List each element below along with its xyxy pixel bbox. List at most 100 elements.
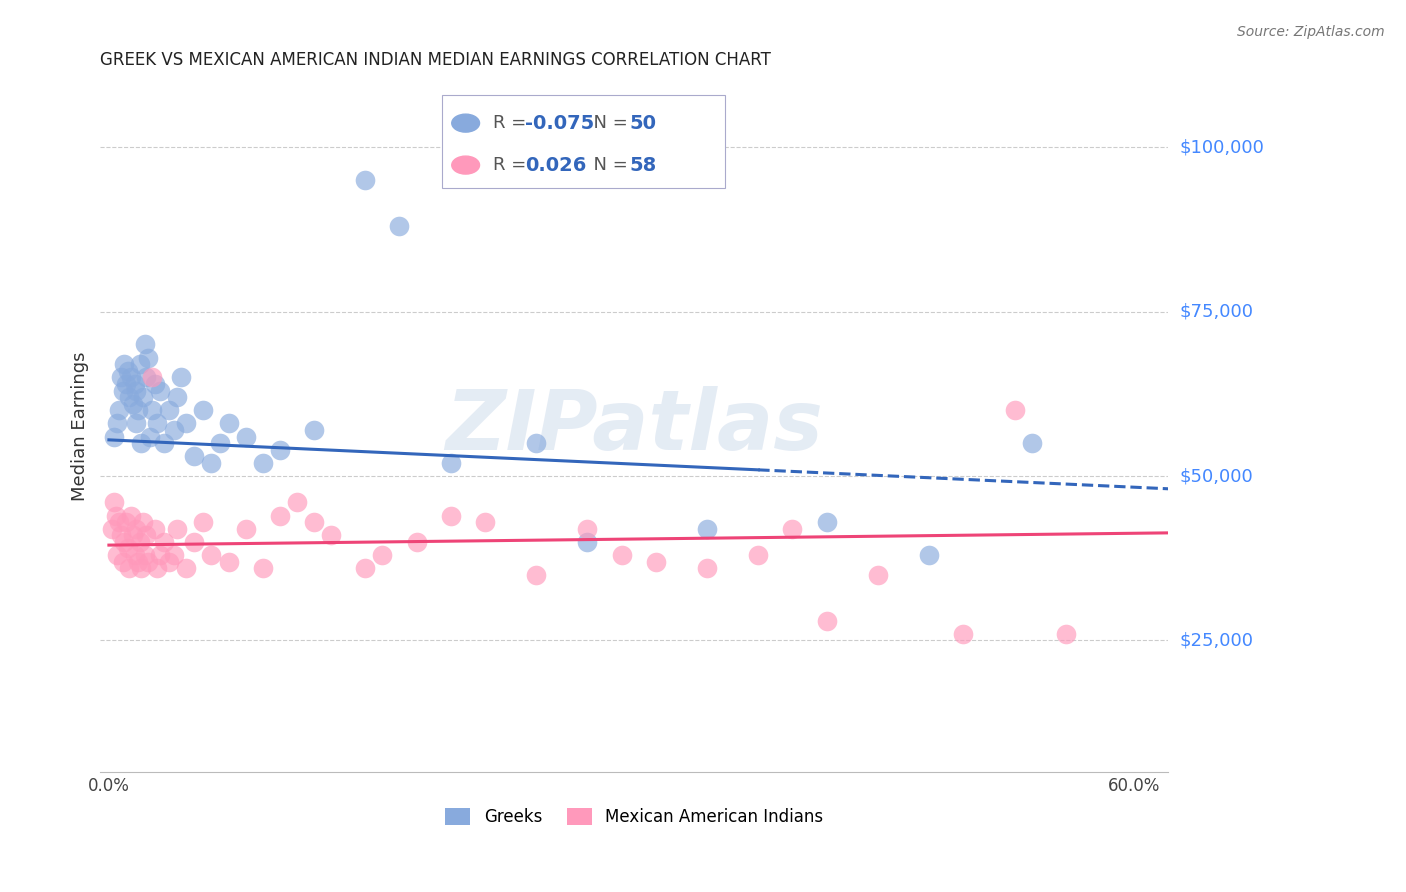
Point: [120, 370, 142, 384]
Point: [235, 429, 257, 443]
Point: [157, 555, 180, 569]
Point: [107, 548, 129, 562]
Point: [157, 403, 180, 417]
Point: [163, 548, 186, 562]
Y-axis label: Median Earnings: Median Earnings: [72, 352, 89, 501]
Point: [285, 495, 308, 509]
Legend: Greeks, Mexican American Indians: Greeks, Mexican American Indians: [439, 801, 830, 833]
Text: R =: R =: [494, 114, 533, 132]
Point: [440, 456, 463, 470]
Point: [524, 567, 547, 582]
Point: [141, 403, 163, 417]
Point: [127, 403, 149, 417]
Text: N =: N =: [582, 114, 634, 132]
Point: [112, 534, 135, 549]
Text: GREEK VS MEXICAN AMERICAN INDIAN MEDIAN EARNINGS CORRELATION CHART: GREEK VS MEXICAN AMERICAN INDIAN MEDIAN …: [100, 51, 772, 69]
Text: Source: ZipAtlas.com: Source: ZipAtlas.com: [1237, 25, 1385, 39]
Point: [371, 548, 394, 562]
Point: [112, 357, 135, 371]
Point: [405, 534, 427, 549]
Point: [319, 528, 342, 542]
Text: -0.075: -0.075: [526, 113, 595, 133]
Point: [135, 370, 157, 384]
Point: [125, 384, 148, 398]
Point: [127, 555, 149, 569]
Point: [152, 534, 174, 549]
Point: [108, 515, 131, 529]
Point: [174, 561, 197, 575]
Text: N =: N =: [582, 156, 634, 174]
Point: [208, 436, 231, 450]
Point: [139, 429, 162, 443]
Point: [111, 384, 134, 398]
Point: [121, 528, 143, 542]
Point: [143, 376, 166, 391]
Point: [524, 436, 547, 450]
Text: 58: 58: [628, 155, 657, 175]
Text: 0.026: 0.026: [526, 155, 586, 175]
Point: [1021, 436, 1043, 450]
Point: [388, 219, 411, 233]
Point: [128, 534, 150, 549]
Point: [163, 423, 186, 437]
Point: [141, 370, 163, 384]
Point: [174, 417, 197, 431]
Point: [117, 364, 139, 378]
Point: [815, 515, 838, 529]
Point: [269, 508, 291, 523]
Point: [191, 403, 214, 417]
Point: [302, 423, 325, 437]
Point: [952, 627, 974, 641]
Point: [252, 561, 274, 575]
Text: $50,000: $50,000: [1180, 467, 1253, 485]
Point: [815, 614, 838, 628]
Point: [115, 376, 138, 391]
Point: [747, 548, 769, 562]
Point: [124, 376, 146, 391]
Point: [191, 515, 214, 529]
Point: [136, 555, 159, 569]
Point: [149, 548, 172, 562]
Point: [103, 429, 125, 443]
Point: [610, 548, 633, 562]
Point: [135, 528, 157, 542]
Point: [644, 555, 666, 569]
Point: [354, 561, 377, 575]
Point: [166, 522, 188, 536]
Point: [183, 534, 205, 549]
Point: [125, 522, 148, 536]
Point: [111, 555, 134, 569]
Point: [134, 548, 156, 562]
Point: [269, 442, 291, 457]
Point: [183, 450, 205, 464]
Point: [124, 548, 146, 562]
Point: [110, 528, 132, 542]
Point: [118, 561, 141, 575]
Point: [110, 370, 132, 384]
Text: $25,000: $25,000: [1180, 632, 1254, 649]
Point: [1054, 627, 1077, 641]
Point: [200, 548, 222, 562]
Text: $100,000: $100,000: [1180, 138, 1264, 156]
Point: [103, 495, 125, 509]
Circle shape: [451, 156, 479, 174]
Point: [474, 515, 496, 529]
Point: [696, 522, 718, 536]
Point: [866, 567, 889, 582]
Point: [118, 390, 141, 404]
Point: [218, 555, 240, 569]
Point: [576, 534, 599, 549]
Point: [235, 522, 257, 536]
Point: [131, 561, 153, 575]
Point: [782, 522, 804, 536]
Point: [107, 417, 129, 431]
Text: $75,000: $75,000: [1180, 302, 1254, 320]
Point: [218, 417, 240, 431]
Point: [152, 436, 174, 450]
Point: [170, 370, 193, 384]
Point: [131, 436, 153, 450]
Point: [101, 522, 124, 536]
Point: [132, 515, 155, 529]
Point: [166, 390, 188, 404]
Point: [117, 541, 139, 556]
